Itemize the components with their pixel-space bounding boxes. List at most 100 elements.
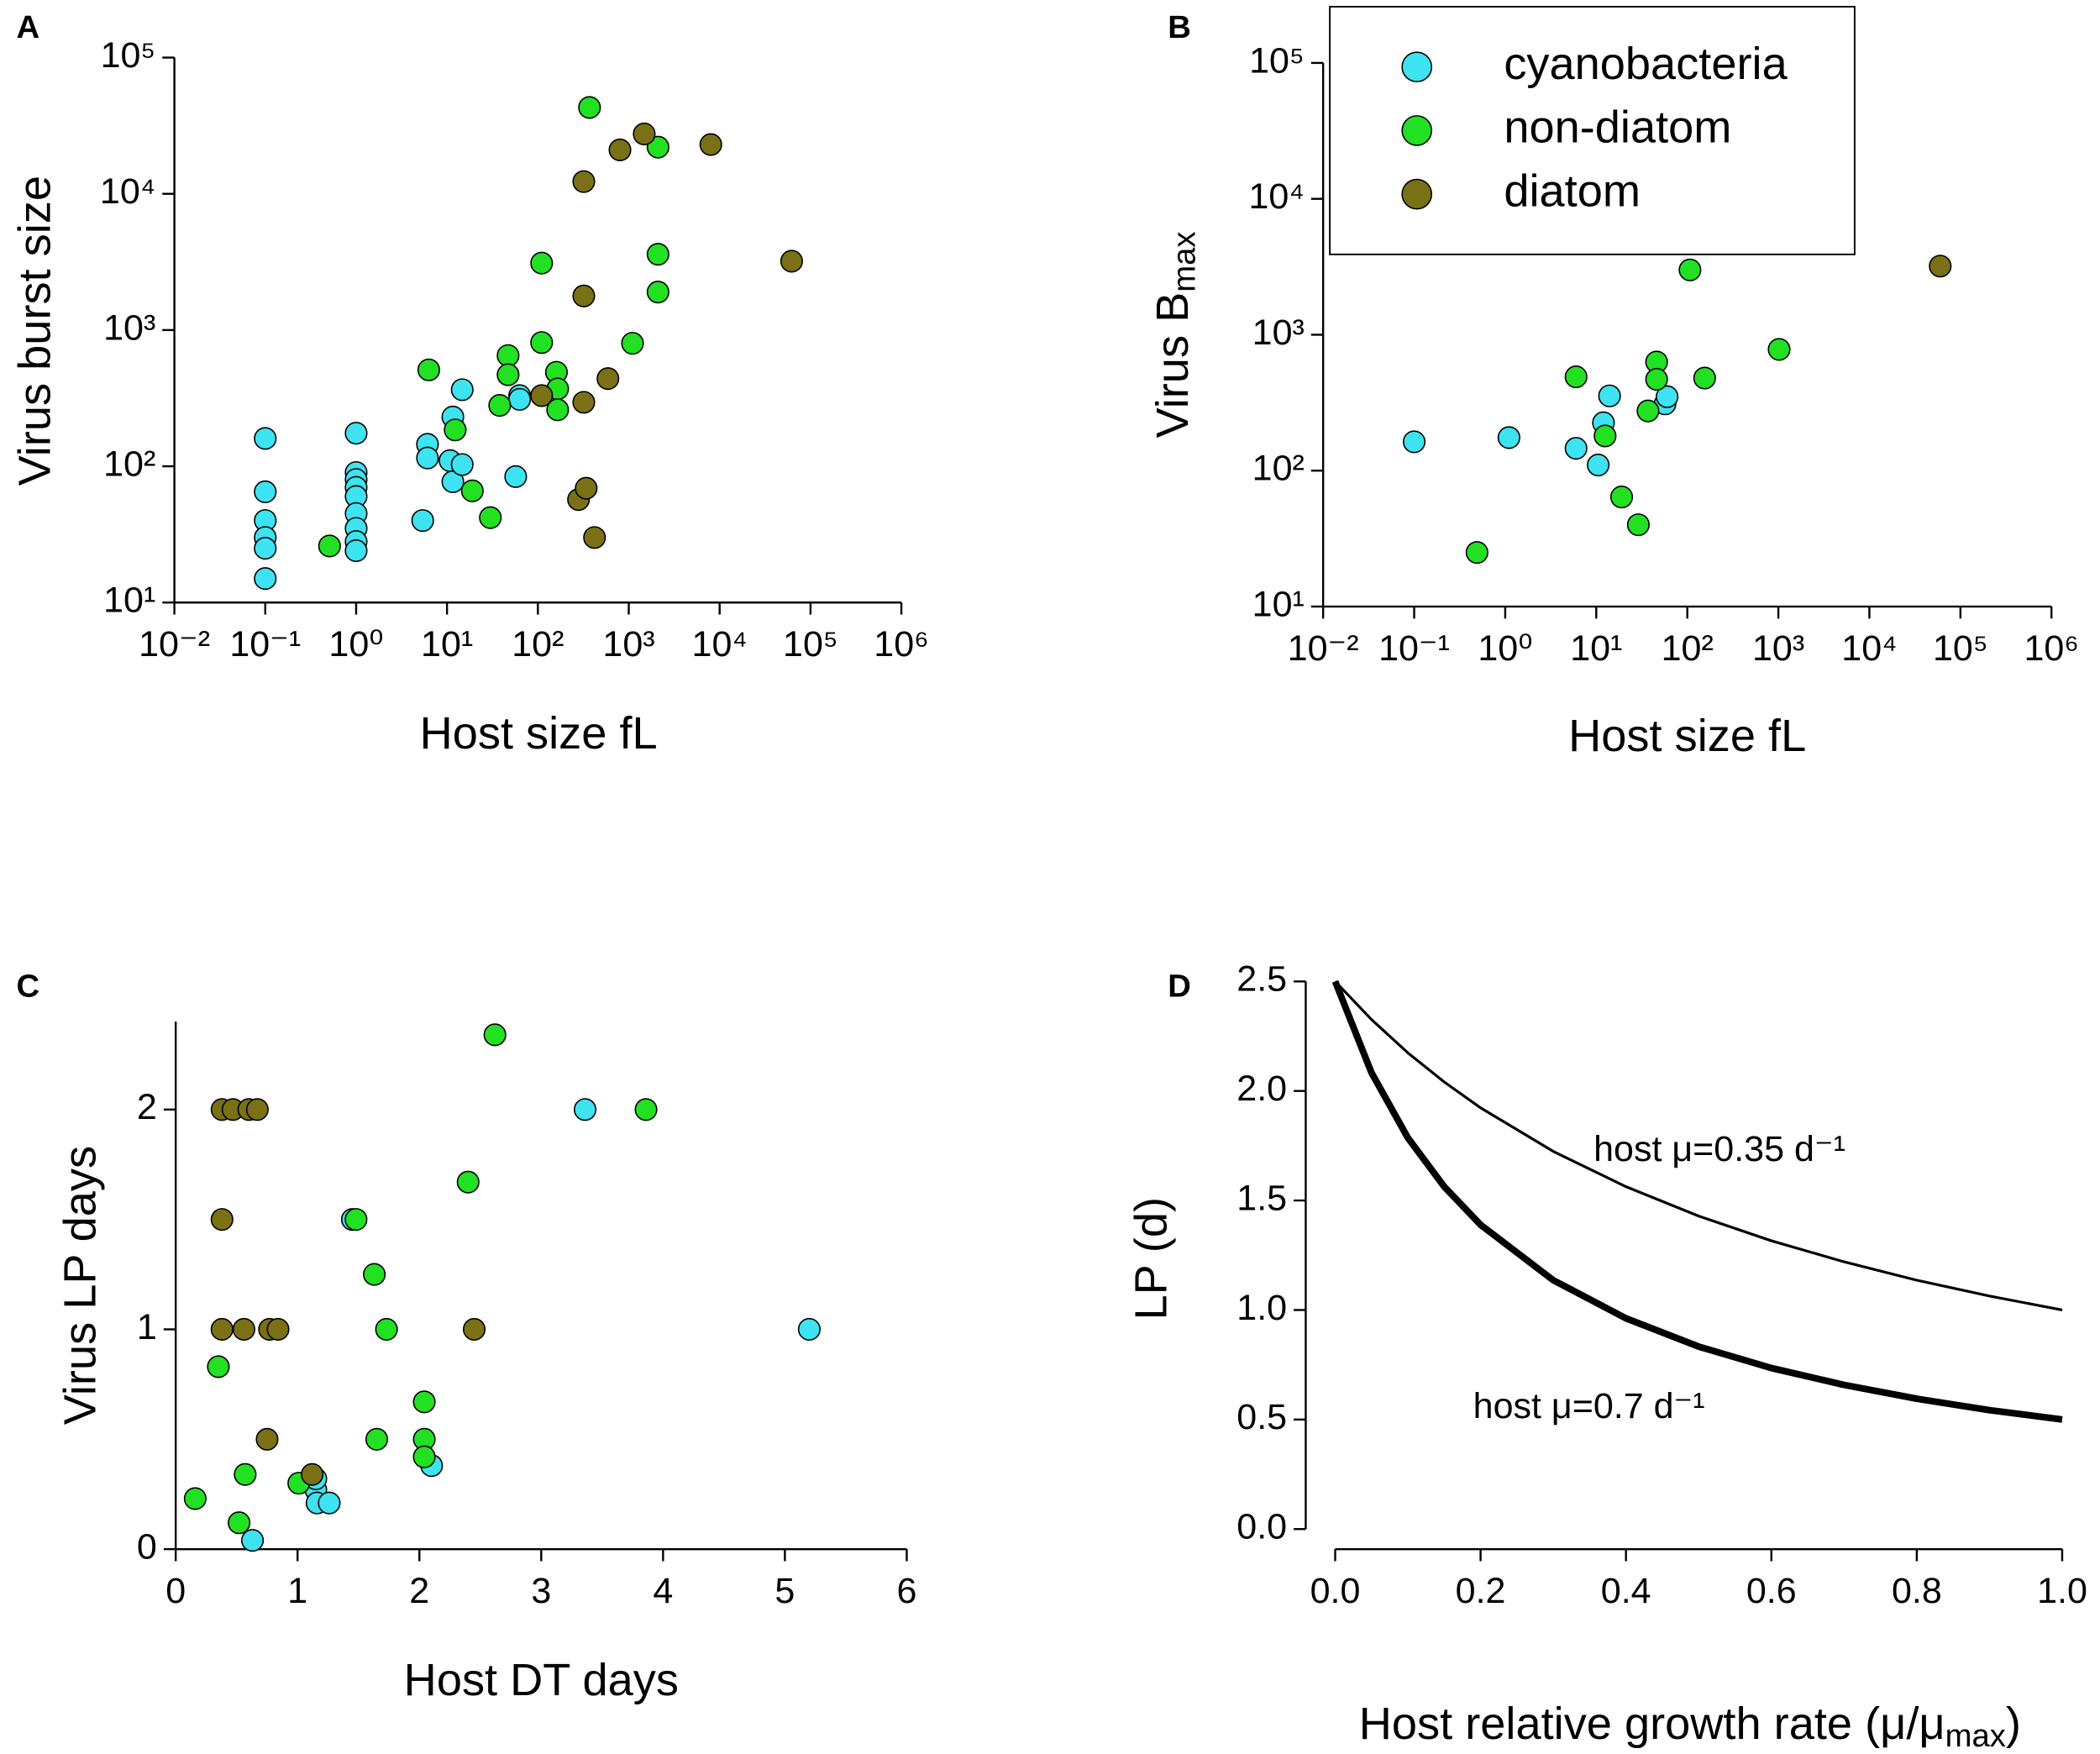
point (496, 344, 520, 367)
point (210, 1317, 234, 1342)
legend-marker (1401, 51, 1433, 83)
point (530, 331, 554, 354)
x-tick-label: 3 (531, 1571, 551, 1611)
x-tick-label: 10¹ (1570, 628, 1622, 669)
point (1598, 384, 1621, 407)
point (254, 427, 277, 450)
point (1609, 486, 1634, 509)
point (633, 122, 656, 146)
x-tick-label: 10⁻¹ (229, 624, 301, 664)
x-tick-label: 1.0 (2037, 1571, 2087, 1611)
x-tick-label: 10² (512, 624, 564, 664)
point (441, 470, 465, 494)
point (572, 391, 596, 414)
point (241, 1529, 265, 1552)
panel-label: D (1168, 968, 1191, 1004)
point (412, 1445, 436, 1468)
point (210, 1208, 234, 1231)
point (183, 1487, 207, 1510)
point (301, 1463, 324, 1486)
x-tick-label: 10³ (602, 624, 654, 664)
y-axis-label: Virus Bmax (1147, 231, 1203, 438)
x-tick-label: 0.2 (1456, 1571, 1506, 1611)
point (411, 509, 434, 533)
x-axis-label: Host relative growth rate (μ/μmax) (1359, 1699, 2021, 1754)
y-tick-label: 10³ (103, 307, 155, 348)
x-axis-label: Host size fL (420, 708, 658, 759)
y-tick-label: 1 (137, 1307, 157, 1347)
point (621, 332, 644, 355)
point (1645, 367, 1668, 391)
point (1636, 399, 1660, 423)
point (699, 133, 722, 156)
point (479, 506, 502, 529)
y-tick-label: 1.0 (1236, 1288, 1287, 1328)
point (488, 394, 512, 417)
point (456, 1170, 480, 1194)
point (575, 476, 598, 500)
point (1497, 426, 1520, 449)
x-axis-label: Host size fL (1568, 711, 1806, 761)
curve (1334, 980, 2063, 1312)
point (504, 465, 528, 488)
x-tick-label: 10⁰ (1478, 628, 1532, 669)
curve-annotation: host μ=0.35 d⁻¹ (1593, 1129, 1845, 1169)
point (646, 281, 669, 304)
label-subscript: max (1167, 231, 1203, 291)
y-axis-label: Virus LP days (55, 1146, 106, 1425)
panel-label: A (17, 9, 40, 45)
x-tick-label: 10¹ (421, 624, 473, 664)
point (375, 1317, 398, 1342)
x-tick-label: 10⁶ (2024, 628, 2079, 669)
point (363, 1263, 386, 1286)
x-tick-label: 6 (896, 1571, 916, 1611)
label-subscript: max (1945, 1718, 2006, 1754)
point (646, 243, 669, 266)
y-axis-label: LP (d) (1126, 1197, 1177, 1321)
point (1465, 541, 1488, 565)
point (412, 1390, 436, 1414)
y-tick-label: 10⁵ (1249, 40, 1305, 81)
label-part: Virus B (1147, 292, 1198, 438)
x-tick-label: 10⁴ (692, 624, 748, 664)
point (228, 1511, 251, 1535)
x-tick-label: 0 (165, 1571, 186, 1611)
point (572, 170, 596, 193)
x-tick-label: 10⁴ (1841, 628, 1897, 669)
point (797, 1317, 821, 1342)
point (207, 1355, 230, 1379)
y-tick-label: 0.5 (1236, 1397, 1287, 1437)
point (417, 358, 440, 381)
point (634, 1098, 658, 1121)
point (1564, 365, 1588, 389)
point (780, 249, 803, 273)
y-tick-label: 10² (103, 444, 155, 484)
point (1564, 437, 1588, 460)
y-tick-label: 2.5 (1236, 959, 1287, 1000)
point (462, 1317, 486, 1342)
point (266, 1317, 290, 1342)
point (496, 363, 520, 386)
point (365, 1427, 389, 1451)
point (546, 398, 570, 422)
x-tick-label: 10³ (1752, 628, 1804, 669)
x-tick-label: 1 (287, 1571, 307, 1611)
x-tick-label: 0.6 (1746, 1571, 1797, 1611)
point (255, 1427, 279, 1451)
y-tick-label: 0 (137, 1526, 157, 1567)
label-part: ) (2006, 1699, 2021, 1749)
point (344, 539, 368, 563)
panel-label: B (1168, 9, 1191, 45)
point (254, 480, 277, 503)
legend-label: cyanobacteria (1504, 39, 1788, 89)
point (1678, 258, 1702, 281)
point (318, 1491, 341, 1515)
point (1593, 424, 1617, 448)
legend-label: non-diatom (1504, 102, 1731, 153)
point (530, 384, 554, 407)
x-tick-label: 10⁻² (139, 624, 210, 664)
y-tick-label: 10¹ (103, 580, 155, 621)
point (572, 284, 596, 307)
